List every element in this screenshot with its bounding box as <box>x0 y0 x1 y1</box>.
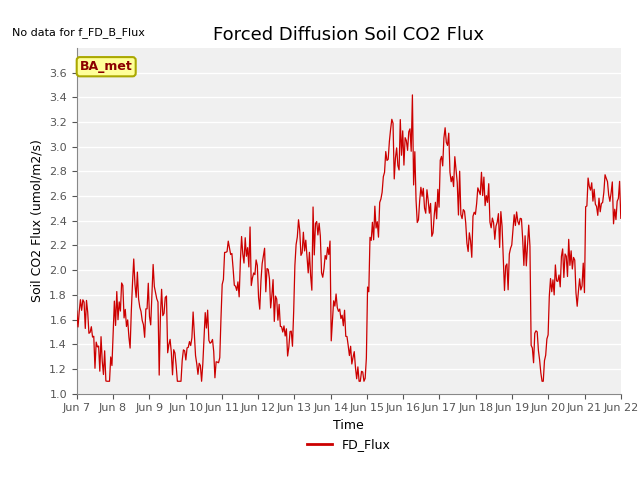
Text: No data for f_FD_B_Flux: No data for f_FD_B_Flux <box>12 27 145 38</box>
X-axis label: Time: Time <box>333 419 364 432</box>
Legend: FD_Flux: FD_Flux <box>302 433 396 456</box>
Text: BA_met: BA_met <box>80 60 132 73</box>
Title: Forced Diffusion Soil CO2 Flux: Forced Diffusion Soil CO2 Flux <box>213 25 484 44</box>
Y-axis label: Soil CO2 Flux (umol/m2/s): Soil CO2 Flux (umol/m2/s) <box>31 139 44 302</box>
